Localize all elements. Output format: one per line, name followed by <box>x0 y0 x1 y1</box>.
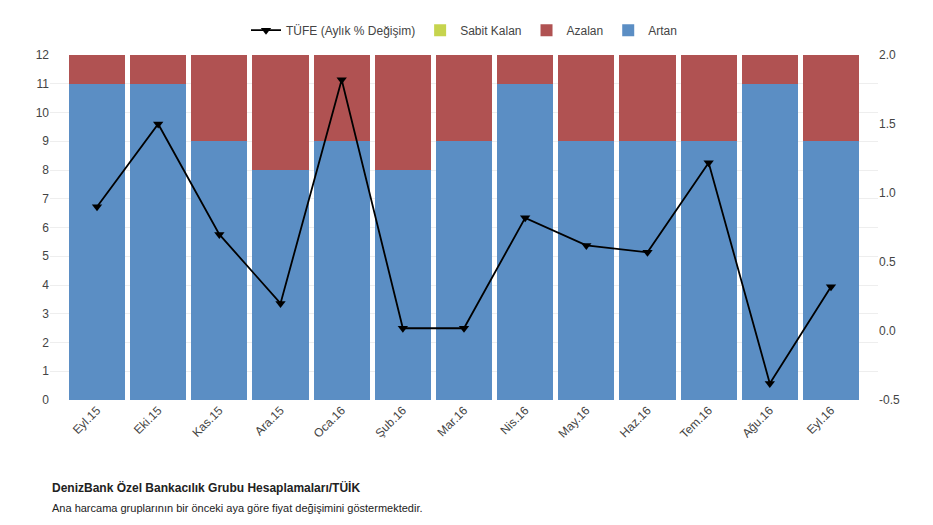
svg-text:5: 5 <box>42 249 49 263</box>
svg-text:12: 12 <box>36 48 50 62</box>
svg-text:2.0: 2.0 <box>879 48 896 62</box>
svg-text:Kas.15: Kas.15 <box>189 403 226 440</box>
svg-text:Ara.15: Ara.15 <box>252 403 287 438</box>
svg-text:Nis.16: Nis.16 <box>498 403 532 437</box>
svg-text:6: 6 <box>42 221 49 235</box>
svg-text:1.0: 1.0 <box>879 186 896 200</box>
svg-text:1.5: 1.5 <box>879 117 896 131</box>
svg-text:Tem.16: Tem.16 <box>677 403 715 441</box>
svg-text:9: 9 <box>42 134 49 148</box>
svg-text:Eyl.15: Eyl.15 <box>70 403 104 437</box>
svg-text:8: 8 <box>42 163 49 177</box>
svg-text:10: 10 <box>36 106 50 120</box>
svg-text:May.16: May.16 <box>556 403 593 440</box>
svg-text:Ana harcama gruplarının bir ön: Ana harcama gruplarının bir önceki aya g… <box>52 502 423 514</box>
svg-text:-0.5: -0.5 <box>879 393 900 407</box>
svg-text:Ağu.16: Ağu.16 <box>739 403 776 440</box>
svg-text:Artan: Artan <box>648 24 677 38</box>
svg-text:2: 2 <box>42 336 49 350</box>
svg-text:Şub.16: Şub.16 <box>372 403 409 440</box>
svg-text:4: 4 <box>42 278 49 292</box>
svg-text:Eki.15: Eki.15 <box>131 403 165 437</box>
svg-text:Mar.16: Mar.16 <box>435 403 471 439</box>
svg-text:0.5: 0.5 <box>879 255 896 269</box>
svg-text:7: 7 <box>42 192 49 206</box>
svg-text:Oca.16: Oca.16 <box>311 403 348 440</box>
svg-text:Haz.16: Haz.16 <box>617 403 654 440</box>
svg-text:TÜFE (Aylık % Değişim): TÜFE (Aylık % Değişim) <box>286 24 415 38</box>
svg-text:1: 1 <box>42 364 49 378</box>
svg-text:Eyl.16: Eyl.16 <box>804 403 838 437</box>
svg-text:Azalan: Azalan <box>567 24 604 38</box>
svg-text:Sabit Kalan: Sabit Kalan <box>460 24 521 38</box>
svg-text:11: 11 <box>37 77 50 91</box>
svg-text:3: 3 <box>42 307 49 321</box>
svg-text:0: 0 <box>42 393 49 407</box>
svg-text:0.0: 0.0 <box>879 324 896 338</box>
svg-text:DenizBank Özel Bankacılık Grub: DenizBank Özel Bankacılık Grubu Hesaplam… <box>52 480 360 495</box>
